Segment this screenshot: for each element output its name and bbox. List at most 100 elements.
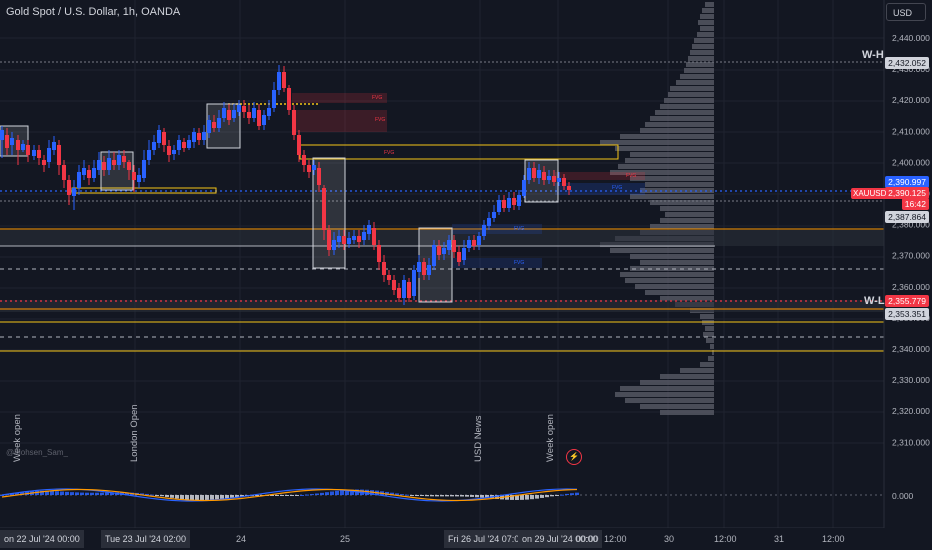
macd-bar (235, 495, 239, 498)
macd-bar (230, 495, 234, 498)
candle (217, 118, 221, 128)
macd-bar (0, 495, 4, 496)
macd-bar (95, 492, 99, 495)
symbol-title[interactable]: Gold Spot / U.S. Dollar, 1h, OANDA (6, 6, 181, 18)
candle (67, 180, 71, 195)
candle (517, 195, 521, 206)
candle (392, 280, 396, 290)
candle (397, 288, 401, 298)
macd-bar (335, 490, 339, 495)
macd-bar (70, 492, 74, 495)
candle (57, 145, 61, 165)
candle (302, 155, 306, 165)
candle (247, 112, 251, 118)
candle (382, 262, 386, 275)
candle (287, 88, 291, 110)
macd-bar (515, 495, 519, 500)
price-tick: 2,330.000 (892, 375, 930, 385)
candle (337, 236, 341, 242)
candle (242, 106, 246, 112)
macd-line (1, 488, 578, 502)
macd-bar (505, 495, 509, 500)
macd-bar (160, 495, 164, 497)
candle (427, 265, 431, 275)
macd-bar (540, 495, 544, 498)
candle (127, 162, 131, 170)
candle (207, 120, 211, 133)
candle (162, 132, 166, 145)
macd-bar (145, 493, 149, 495)
lightning-icon[interactable]: ⚡ (566, 449, 582, 465)
candle (202, 132, 206, 140)
candle (322, 188, 326, 230)
time-label-highlight: on 22 Jul '24 00:00 (0, 530, 84, 548)
time-tick: 12:00 (822, 534, 845, 544)
candle (102, 162, 106, 170)
candle (407, 282, 411, 298)
session-label-week-open-2: Week open (545, 414, 556, 462)
macd-bar (530, 495, 534, 500)
macd-bar (285, 495, 289, 496)
currency-button[interactable]: USD (886, 3, 926, 21)
price-tick: 2,340.000 (892, 344, 930, 354)
candle (152, 142, 156, 150)
macd-bar (470, 495, 474, 497)
signal-line (1, 488, 578, 502)
candle (472, 240, 476, 246)
candle (487, 218, 491, 226)
macd-bar (55, 491, 59, 495)
macd-bar (100, 492, 104, 495)
candle (412, 270, 416, 296)
macd-axis-tick: 0.000 (892, 491, 914, 501)
macd-bar (510, 495, 514, 500)
macd-bar (520, 495, 524, 500)
fvg-label: FVG (514, 260, 524, 266)
price-tick: 2,320.000 (892, 406, 930, 416)
macd-bar (345, 489, 349, 495)
candle (442, 248, 446, 254)
candle (547, 176, 551, 180)
candle (532, 168, 536, 178)
countdown-label: 16:42 (901, 198, 929, 210)
candle (352, 236, 356, 240)
macd-bar (575, 492, 579, 495)
candle (97, 160, 101, 170)
candlesticks (0, 65, 571, 305)
time-tick: 31 (774, 534, 785, 544)
candle (82, 168, 86, 175)
macd-bar (340, 490, 344, 495)
level-c-label: 2,353.351 (885, 308, 929, 320)
macd-bar (475, 495, 479, 498)
candle (117, 155, 121, 165)
macd-bar (395, 493, 399, 495)
macd-bar (330, 491, 334, 495)
candle (172, 150, 176, 154)
candle (357, 236, 361, 242)
macd-bar (220, 495, 224, 499)
macd-bar (525, 495, 529, 500)
candle (567, 186, 571, 190)
candle (542, 172, 546, 180)
weekly-low-tag: W-L (864, 295, 885, 307)
candle (16, 140, 20, 150)
macd-bar (165, 495, 169, 498)
macd-bar (455, 495, 459, 497)
macd-bar (425, 495, 429, 497)
candle (552, 176, 556, 182)
macd-bar (140, 493, 144, 495)
candle (52, 142, 56, 150)
candle (132, 172, 136, 180)
macd-bar (390, 492, 394, 495)
macd-bar (190, 495, 194, 501)
session-label-usd-news: USD News (473, 415, 484, 462)
candle (277, 72, 281, 90)
candle (252, 108, 256, 118)
candle (187, 140, 191, 148)
macd-bar (180, 495, 184, 500)
candle (367, 225, 371, 234)
level-b-label: 2,387.864 (885, 211, 929, 223)
time-tick: 25 (340, 534, 351, 544)
candle (387, 275, 391, 280)
candle (332, 240, 336, 250)
